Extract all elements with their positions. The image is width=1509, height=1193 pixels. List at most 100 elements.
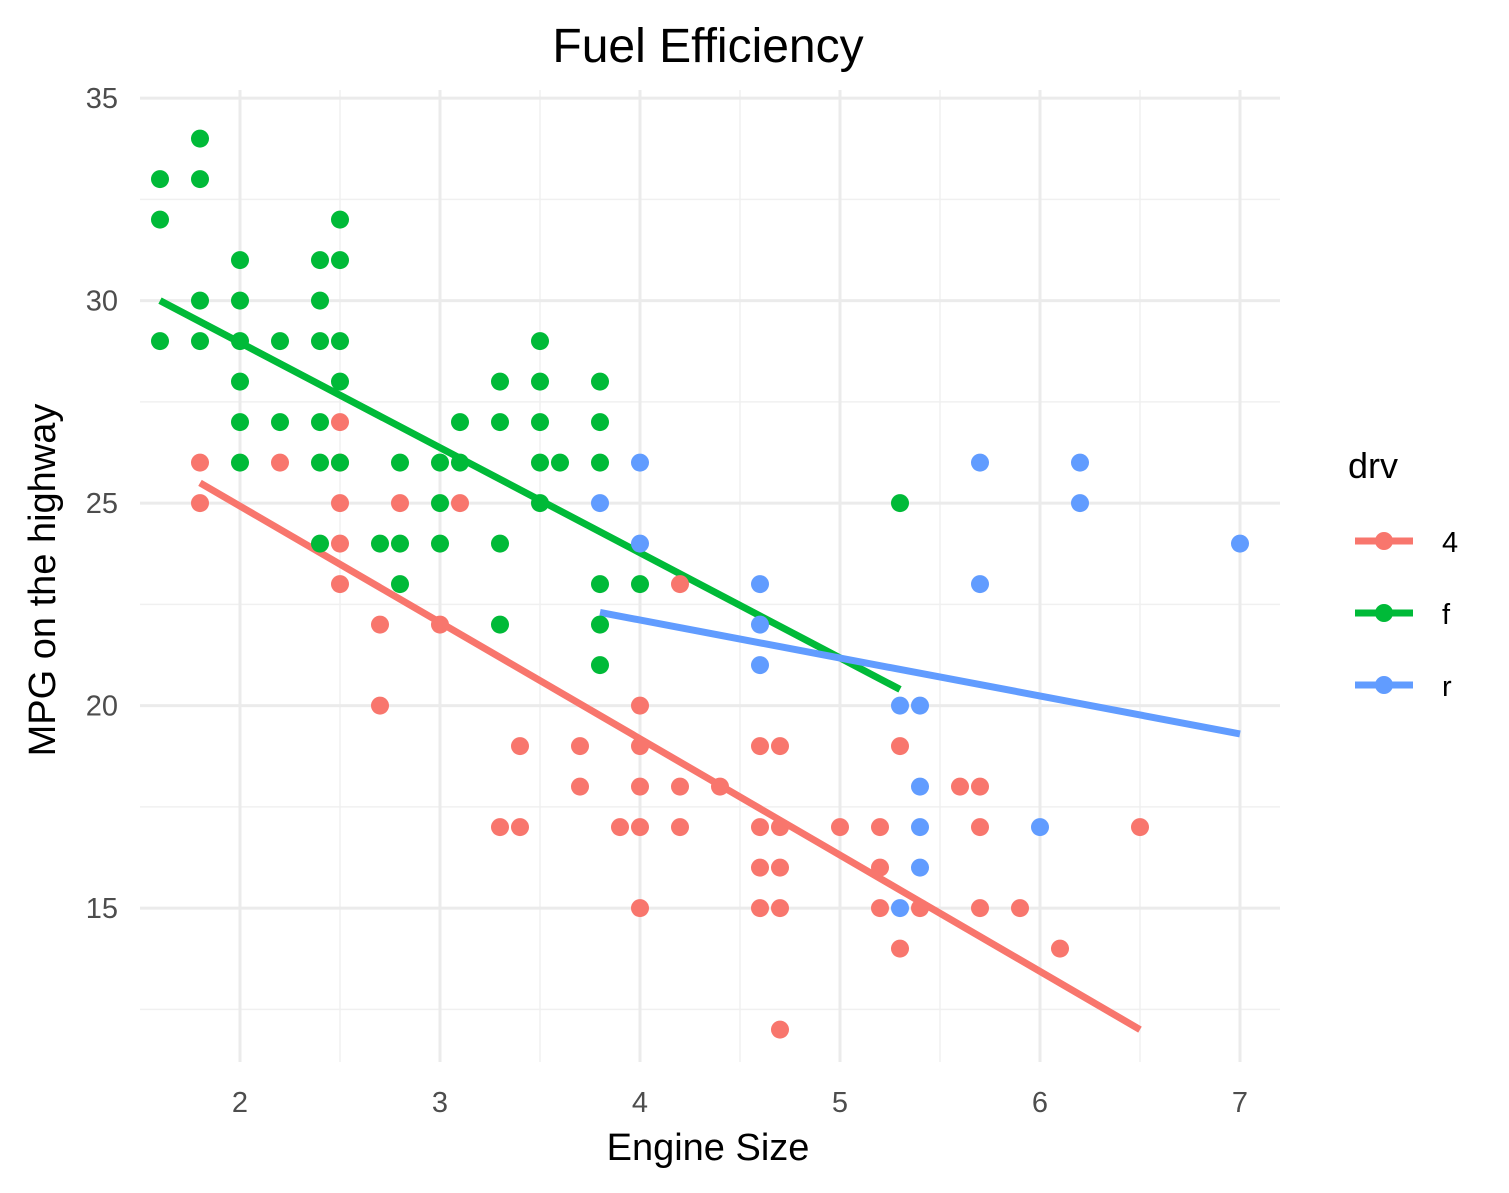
x-tick-labels: 2 3 4 5 6 7 <box>232 1087 1248 1119</box>
point-4 <box>891 737 909 756</box>
legend-label-4: 4 <box>1442 527 1458 559</box>
point-f <box>311 534 329 553</box>
y-tick-label: 15 <box>86 893 118 925</box>
point-4 <box>431 615 449 634</box>
point-f <box>191 291 209 310</box>
point-f <box>391 575 409 594</box>
point-f <box>591 372 609 391</box>
fit-lines <box>158 297 1241 1033</box>
point-4 <box>511 737 529 756</box>
point-f <box>231 372 249 391</box>
point-f <box>151 170 169 189</box>
y-tick-label: 25 <box>86 488 118 520</box>
point-f <box>371 534 389 553</box>
point-f <box>311 332 329 351</box>
point-4 <box>191 453 209 472</box>
point-4 <box>751 818 769 837</box>
point-4 <box>271 453 289 472</box>
point-f <box>331 372 349 391</box>
point-f <box>451 453 469 472</box>
point-4 <box>331 534 349 553</box>
point-4 <box>871 899 889 918</box>
point-f <box>491 615 509 634</box>
point-4 <box>631 777 649 796</box>
point-f <box>531 332 549 351</box>
chart-title: Fuel Efficiency <box>552 20 863 73</box>
point-4 <box>771 858 789 877</box>
point-4 <box>331 494 349 513</box>
point-4 <box>331 413 349 432</box>
fit-line-4 <box>198 479 1142 1033</box>
point-f <box>311 291 329 310</box>
point-f <box>431 494 449 513</box>
point-f <box>231 413 249 432</box>
point-f <box>151 332 169 351</box>
point-f <box>591 575 609 594</box>
point-4 <box>371 696 389 715</box>
y-tick-label: 35 <box>86 83 118 115</box>
legend-title: drv <box>1348 445 1398 486</box>
point-f <box>531 453 549 472</box>
point-4 <box>911 899 929 918</box>
point-f <box>231 291 249 310</box>
legend-label-f: f <box>1442 599 1451 631</box>
point-4 <box>831 818 849 837</box>
point-4 <box>671 575 689 594</box>
point-4 <box>631 737 649 756</box>
point-4 <box>391 494 409 513</box>
point-r <box>1231 534 1249 553</box>
point-4 <box>871 858 889 877</box>
legend-key-point-r <box>1375 676 1393 694</box>
point-f <box>491 372 509 391</box>
point-f <box>431 534 449 553</box>
point-f <box>591 656 609 675</box>
point-r <box>911 696 929 715</box>
point-f <box>311 453 329 472</box>
point-4 <box>611 818 629 837</box>
point-f <box>391 453 409 472</box>
point-4 <box>571 777 589 796</box>
point-f <box>311 413 329 432</box>
point-f <box>331 251 349 270</box>
point-r <box>911 818 929 837</box>
point-f <box>331 453 349 472</box>
point-r <box>751 575 769 594</box>
point-f <box>231 332 249 351</box>
x-tick-label: 4 <box>632 1087 648 1119</box>
point-f <box>231 251 249 270</box>
point-f <box>591 453 609 472</box>
point-f <box>231 453 249 472</box>
point-4 <box>1131 818 1149 837</box>
fit-line-f <box>158 297 902 693</box>
point-f <box>551 453 569 472</box>
point-4 <box>771 818 789 837</box>
point-r <box>1031 818 1049 837</box>
point-f <box>191 170 209 189</box>
point-f <box>491 534 509 553</box>
point-f <box>591 615 609 634</box>
point-4 <box>331 575 349 594</box>
point-r <box>751 656 769 675</box>
point-4 <box>631 696 649 715</box>
point-r <box>591 494 609 513</box>
point-4 <box>971 818 989 837</box>
point-4 <box>971 899 989 918</box>
legend-label-r: r <box>1442 671 1452 703</box>
point-r <box>911 777 929 796</box>
point-f <box>631 575 649 594</box>
point-4 <box>491 818 509 837</box>
point-4 <box>751 858 769 877</box>
x-tick-label: 2 <box>232 1087 248 1119</box>
point-4 <box>771 1020 789 1039</box>
point-4 <box>451 494 469 513</box>
point-r <box>911 858 929 877</box>
point-r <box>971 453 989 472</box>
point-4 <box>571 737 589 756</box>
data-points <box>151 129 1249 1039</box>
y-axis-title: MPG on the highway <box>22 404 64 757</box>
legend-key-point-4 <box>1375 532 1393 550</box>
x-tick-label: 6 <box>1032 1087 1048 1119</box>
point-4 <box>671 818 689 837</box>
point-4 <box>191 494 209 513</box>
